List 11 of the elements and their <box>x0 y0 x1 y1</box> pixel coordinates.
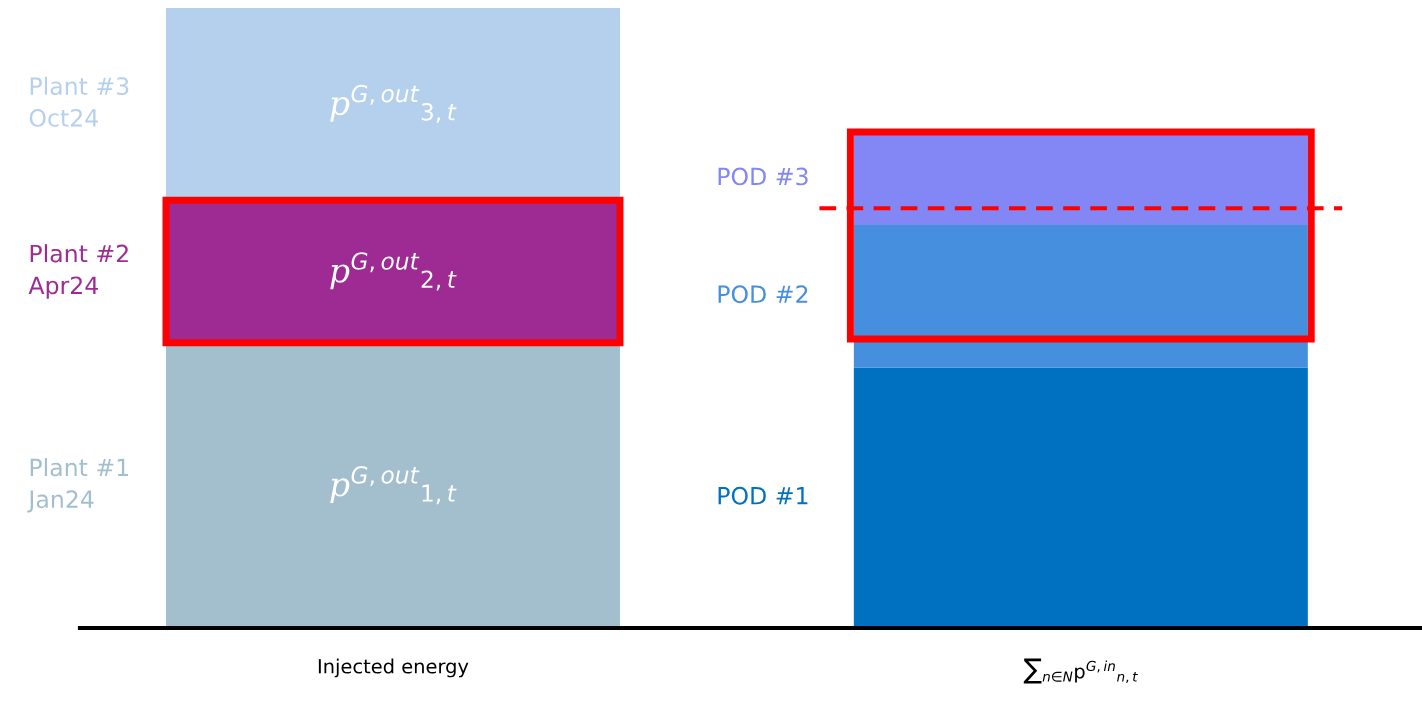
series-label: Plant #3 Oct24 <box>29 76 129 127</box>
annotation: p$^{G,out}$$_{2,t}$ <box>330 252 457 291</box>
series-label: POD #3 <box>718 167 808 186</box>
annotation: p$^{G,out}$$_{1,t}$ <box>330 466 457 505</box>
series-label: POD #1 <box>718 486 808 505</box>
series-label: Plant #1 Jan24 <box>27 458 129 513</box>
series-label: POD #2 <box>718 285 808 304</box>
series-label: Plant #2 Apr24 <box>28 244 128 299</box>
annotation: p$^{G,out}$$_{3,t}$ <box>330 84 457 124</box>
x-tick-label: Injected energy <box>318 658 469 678</box>
x-tick-label: ∑$_{n∈N}$p$^{G,in}$$_{n,t}$ <box>1023 658 1138 684</box>
